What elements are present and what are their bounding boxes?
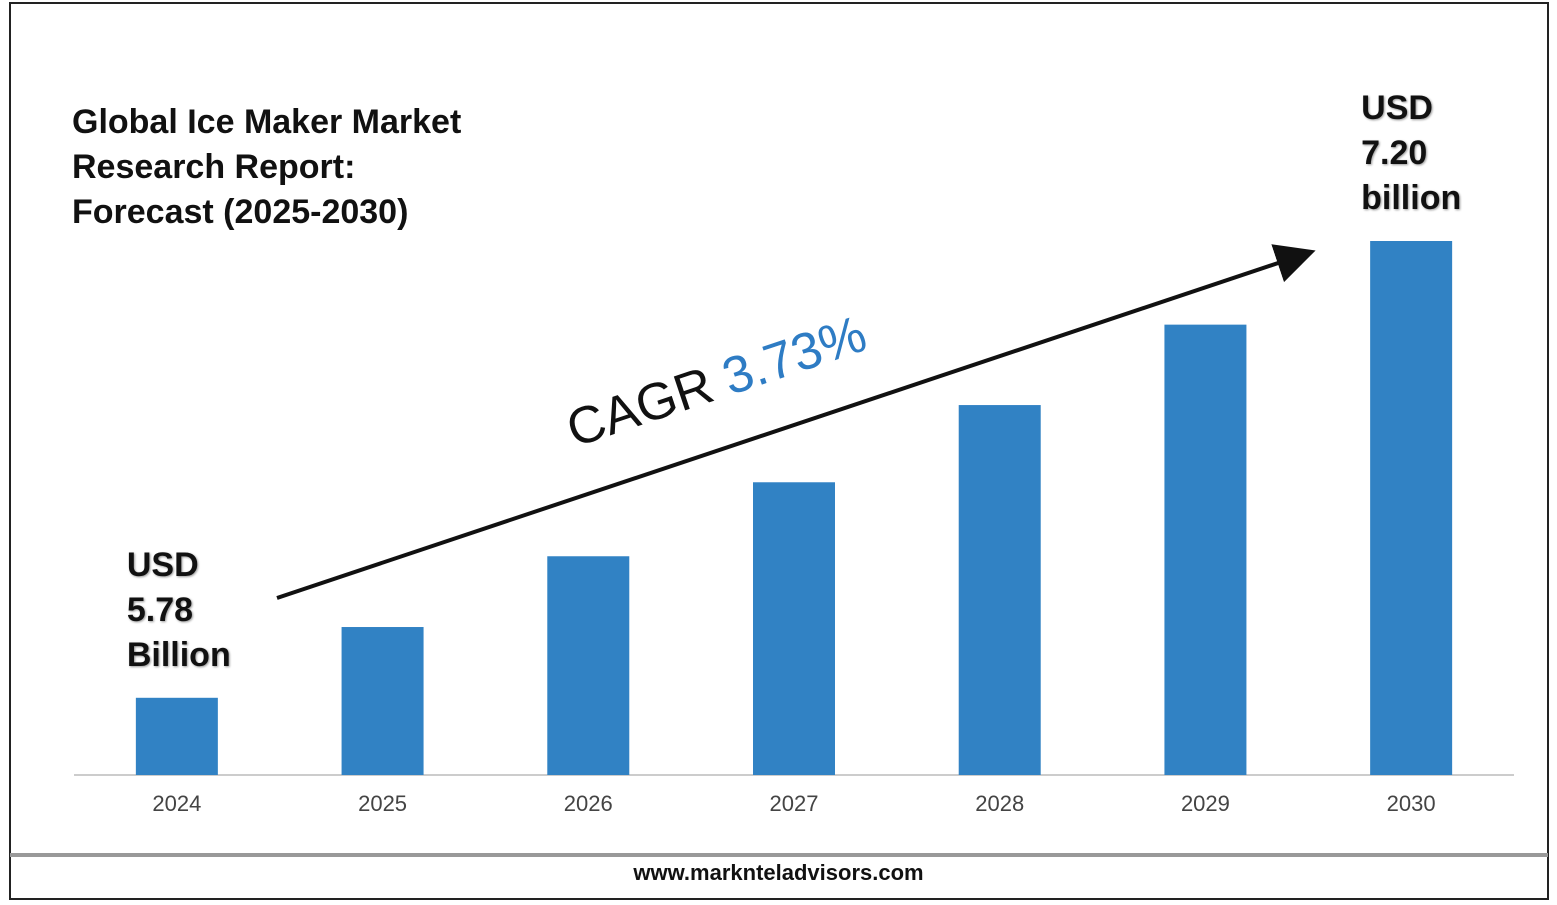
cagr-value: 3.73% xyxy=(715,305,873,407)
value-label: USD 5.78 Billion xyxy=(126,545,231,674)
x-tick-label: 2025 xyxy=(358,791,407,816)
x-tick-label: 2028 xyxy=(975,791,1024,816)
bar xyxy=(341,627,424,775)
bar xyxy=(1164,324,1247,775)
bar xyxy=(1370,241,1453,775)
bar xyxy=(753,482,835,775)
x-tick-label: 2030 xyxy=(1387,791,1436,816)
chart-title: Global Ice Maker Market Research Report:… xyxy=(72,103,462,231)
bar xyxy=(135,697,218,775)
x-tick-label: 2029 xyxy=(1181,791,1230,816)
bar xyxy=(958,405,1041,775)
x-tick-label: 2024 xyxy=(152,791,201,816)
x-tick-label: 2026 xyxy=(564,791,613,816)
trend-arrow xyxy=(276,244,1316,600)
value-label: USD 7.20 billion xyxy=(1361,89,1462,217)
cagr-annotation: CAGR3.73% xyxy=(560,305,874,459)
frame xyxy=(9,2,1549,900)
cagr-label: CAGR xyxy=(560,356,721,459)
footer: www.marknteladvisors.com xyxy=(633,860,924,885)
bar xyxy=(547,556,630,775)
x-tick-label: 2027 xyxy=(770,791,819,816)
